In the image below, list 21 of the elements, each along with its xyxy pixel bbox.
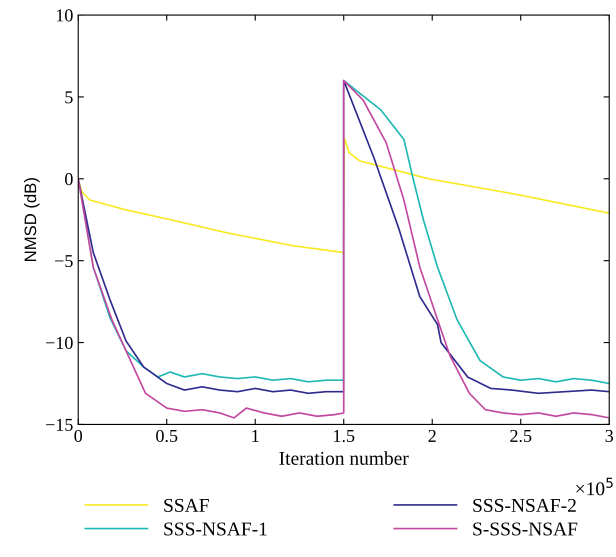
y-tick-label: 5 [65,91,73,104]
x-tick-label: 1.5 [334,430,354,442]
line-series [78,137,610,254]
x-tick-label: 0.5 [156,430,178,442]
y-tick-label: −15 [46,418,73,431]
y-tick-label: −10 [46,336,73,349]
x-tick-label: 2 [428,430,436,442]
legend-label: S-SSS-NSAF [473,522,578,536]
x-tick-label: 3 [606,430,614,442]
x-axis-title: Iteration number [279,451,409,465]
y-tick-label: 0 [65,173,73,186]
x-tick-label: 2.5 [510,430,532,442]
legend-label: SSS-NSAF-1 [164,522,267,536]
y-axis-title: NMSD (dB) [24,178,40,261]
y-tick-label: 10 [56,9,73,22]
legend-label: SSS-NSAF-2 [473,498,576,512]
x-tick-label: 1 [252,430,259,442]
y-tick-label: −5 [55,255,73,268]
legend-label: SSAF [164,498,209,512]
text: ×10$^{5}$ [576,478,613,496]
x-tick-label: 0 [74,430,82,442]
